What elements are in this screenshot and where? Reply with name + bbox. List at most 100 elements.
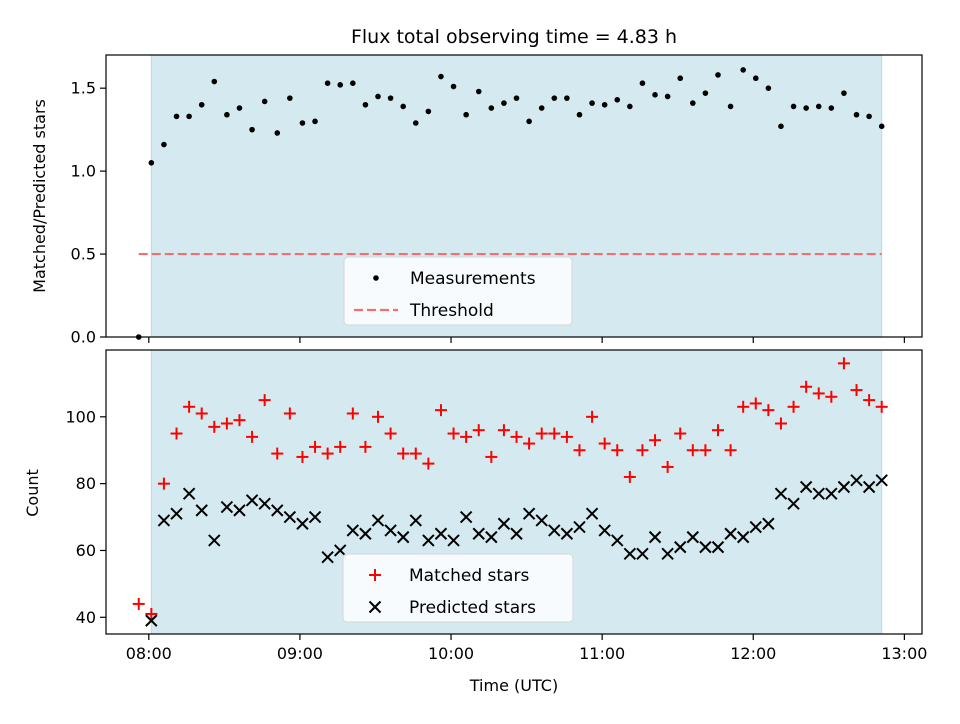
top-panel-series-0-point xyxy=(803,105,809,111)
bottom-panel-series-0-point xyxy=(409,447,422,460)
bottom-panel-series-1-point xyxy=(736,530,750,544)
bottom-panel-series-1-point xyxy=(182,487,196,500)
bottom-panel-series-0-point xyxy=(737,400,750,413)
x-tick-label: 09:00 xyxy=(277,644,323,663)
top-panel-series-0-point xyxy=(614,96,621,103)
bottom-panel-series-1-point-b xyxy=(447,534,460,547)
bottom-panel-series-0-point xyxy=(472,424,485,437)
bottom-panel-series-0-point xyxy=(623,470,636,483)
bottom-panel-series-0-point xyxy=(309,440,322,453)
bottom-panel-series-1-point xyxy=(548,524,561,537)
top-panel-legend-label: Threshold xyxy=(409,301,494,321)
bottom-panel-series-0-point xyxy=(699,444,712,457)
bottom-panel-series-1-point xyxy=(321,550,334,564)
bottom-panel-series-1-point xyxy=(485,530,498,544)
bottom-panel-series-1-point xyxy=(850,474,863,487)
top-panel-series-0-point xyxy=(727,103,734,110)
bottom-panel-series-1-point xyxy=(434,527,448,540)
top-panel-y-tick-label: 0.0 xyxy=(71,328,96,347)
bottom-panel-series-1-point xyxy=(422,534,435,547)
bottom-panel-series-1-point-b xyxy=(661,547,674,561)
shaded-interval-layer xyxy=(150,54,883,635)
bottom-panel-series-0-point xyxy=(233,414,246,427)
top-panel-series-0-point xyxy=(438,73,444,80)
bottom-panel-series-0-point xyxy=(497,424,510,437)
bottom-panel-series-0-point xyxy=(850,384,863,397)
bottom-panel-series-0-point xyxy=(271,447,284,460)
bottom-panel-series-0-point xyxy=(170,427,183,440)
bottom-panel-series-1-point-b xyxy=(308,510,322,524)
bottom-panel-series-1-point xyxy=(359,527,372,540)
bottom-panel-series-1-point xyxy=(699,540,712,554)
bottom-panel-series-1-point-b xyxy=(699,540,712,554)
bottom-panel-legend-box xyxy=(342,553,574,623)
bottom-panel-series-0-point xyxy=(132,597,145,610)
top-panel-series-0-point xyxy=(576,111,583,118)
bottom-panel-series-0-point xyxy=(359,440,372,453)
bottom-panel-series-1-point xyxy=(208,534,221,547)
top-panel-series-0-point xyxy=(740,67,746,73)
top-panel-frame xyxy=(105,54,923,338)
bottom-panel-series-0-point xyxy=(510,430,523,443)
bottom-panel-series-0-point xyxy=(837,357,850,370)
top-panel-series-0-point xyxy=(702,90,709,96)
top-panel-series-0-point xyxy=(249,126,255,133)
bottom-panel-series-1-point-b xyxy=(686,530,700,544)
bottom-panel-series-0-point xyxy=(434,404,447,417)
x-tick-label: 11:00 xyxy=(579,644,625,663)
top-panel-series-0-point xyxy=(790,103,797,110)
top-panel-series-0-point xyxy=(148,160,155,166)
bottom-panel-series-0-point xyxy=(560,430,573,443)
bottom-panel-series-1-point-b xyxy=(497,517,511,530)
bottom-panel-series-1-point xyxy=(346,524,360,537)
top-panel-series-0-point xyxy=(198,101,205,108)
bottom-panel-series-1-point-b xyxy=(611,534,624,547)
bottom-panel-series-1-point-b xyxy=(774,487,788,500)
x-tick-label: 08:00 xyxy=(126,644,172,663)
bottom-panel-series-1-point-b xyxy=(409,514,422,527)
bottom-panel-series-1-point-b xyxy=(850,474,863,487)
bottom-panel-series-0-point xyxy=(246,430,259,443)
bottom-panel-series-1-point-b xyxy=(182,487,196,500)
bottom-panel-series-0-point xyxy=(674,427,687,440)
bottom-panel-series-1-point-b xyxy=(825,487,838,500)
bottom-panel-series-1-point-b xyxy=(472,527,485,540)
bottom-panel-series-0-point xyxy=(523,437,536,450)
y-axis-label-top: Matched/Predicted stars xyxy=(30,99,49,293)
bottom-panel-series-0-point xyxy=(460,430,473,443)
bottom-panel-series-1-point-b xyxy=(233,504,246,517)
top-panel-series-0-point xyxy=(765,85,772,91)
bottom-panel-series-1-point xyxy=(384,524,397,537)
bottom-panel-series-0-point xyxy=(397,447,410,460)
bottom-panel-series-1-point-b xyxy=(459,510,473,524)
top-panel-series-0-point xyxy=(312,118,318,125)
bottom-panel-frame xyxy=(105,349,923,635)
bottom-panel-series-1-point-b xyxy=(271,504,284,517)
bottom-panel-series-1-point xyxy=(762,517,775,530)
bottom-panel-series-1-point-b xyxy=(434,527,448,540)
bottom-panel-series-1-point xyxy=(837,480,851,494)
bottom-panel-series-1-point-b xyxy=(812,487,825,500)
bottom-panel-series-1-point-b xyxy=(875,474,888,487)
top-panel-legend-label: Measurements xyxy=(410,269,536,289)
bottom-panel-series-1-point xyxy=(598,524,611,537)
top-panel-series-0-point xyxy=(412,120,419,126)
y-axis-label-bottom: Count xyxy=(23,469,42,517)
bottom-panel-series-0-point xyxy=(686,444,699,457)
top-panel-series-0-point xyxy=(337,82,344,88)
top-panel-series-0-point xyxy=(186,113,192,120)
bottom-panel-series-0-point xyxy=(586,410,599,423)
bottom-panel-series-1-point xyxy=(170,507,183,520)
bottom-panel-series-1-point xyxy=(724,527,737,540)
bottom-panel-series-1-point-b xyxy=(573,520,586,534)
top-panel-series-0-point xyxy=(677,75,684,82)
bottom-panel-series-0-point xyxy=(825,390,838,403)
bottom-panel-y-tick-label: 100 xyxy=(65,407,96,426)
bottom-panel-series-0-point xyxy=(447,427,460,440)
top-panel-series-0-point xyxy=(690,100,696,106)
bottom-panel-series-1-point xyxy=(371,514,385,527)
bottom-panel-y-tick-label: 80 xyxy=(76,474,96,493)
bottom-panel-legend-handle xyxy=(368,600,382,614)
bottom-panel-series-1-point xyxy=(510,527,523,540)
